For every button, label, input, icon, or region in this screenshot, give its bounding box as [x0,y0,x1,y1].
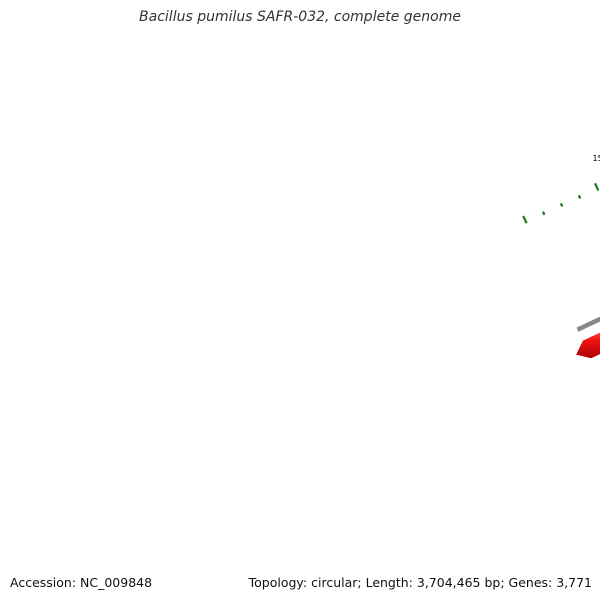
topology-summary: Topology: circular; Length: 3,704,465 bp… [248,575,592,590]
scale-tick [577,194,582,199]
accession-text: Accession: NC_009848 [10,575,153,590]
scale-tick [559,202,564,208]
scale-tick [541,211,546,216]
feature-tracks [575,332,600,359]
map-title: Bacillus pumilus SAFR-032, complete geno… [139,9,461,25]
forward-cds [575,332,600,359]
kbp-label: 1579 kbp [592,154,600,163]
scale-tick [594,182,600,192]
kbp-ticks [522,182,600,224]
scale-tick [522,215,528,224]
labels: 1572 kbp1573 kbp1574 kbp1575 kbp1576 kbp… [592,154,600,163]
